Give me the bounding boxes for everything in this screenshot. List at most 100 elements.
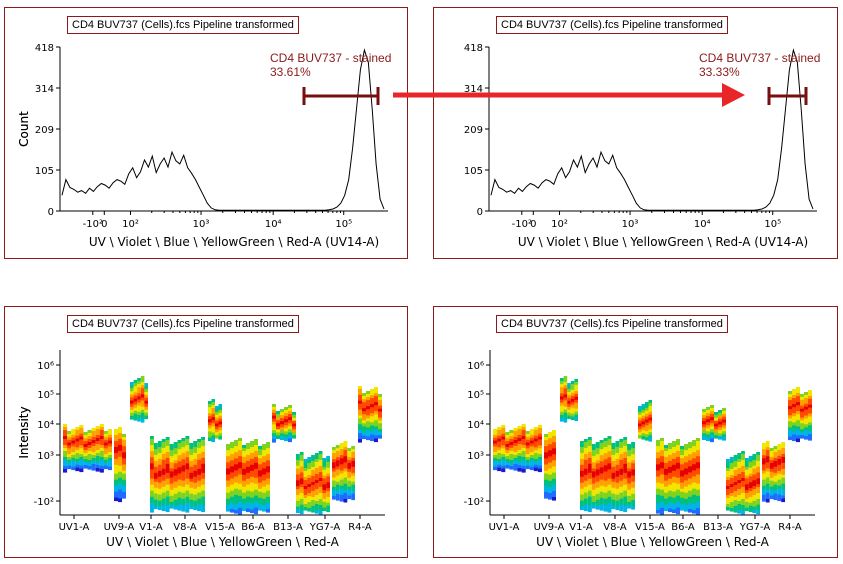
heatmap-cell (208, 404, 212, 408)
heatmap-cell (668, 490, 672, 495)
x-tick-label: 10⁴ (694, 219, 711, 230)
heatmap-cell (804, 433, 808, 437)
heatmap-cell (351, 475, 355, 480)
heatmap-cell (250, 444, 254, 448)
heatmap-cell (741, 460, 745, 464)
heatmap-cell (664, 495, 668, 500)
heatmap-cell (762, 491, 766, 496)
heatmap-cell (808, 434, 812, 438)
heatmap-cell (91, 467, 96, 471)
heatmap-cell (254, 447, 258, 452)
heatmap-cell (335, 469, 340, 474)
heatmap-cell (272, 421, 276, 425)
heatmap-cell (513, 431, 518, 435)
heatmap-cell (692, 440, 696, 444)
heatmap-cell (668, 502, 672, 507)
heatmap-cell (706, 428, 710, 432)
heatmap-cell (611, 463, 616, 468)
y-tick-label: 10³ (467, 451, 484, 462)
heatmap-cell (627, 456, 631, 460)
heatmap-cell (169, 471, 174, 475)
heatmap-cell (631, 475, 635, 480)
heatmap-cell (211, 402, 215, 406)
heatmap-cell (161, 477, 166, 482)
heatmap-cell (552, 493, 556, 498)
heatmap-cell (583, 489, 588, 494)
heatmap-cell (631, 499, 635, 504)
heatmap-cell (197, 459, 201, 464)
heatmap-cell (208, 407, 212, 411)
heatmap-cell (118, 427, 122, 431)
heatmap-cell (103, 451, 108, 455)
heatmap-cell (615, 458, 620, 463)
heatmap-cell (607, 469, 612, 473)
heatmap-cell (684, 486, 688, 491)
y-tick-label: 0 (477, 207, 483, 218)
heatmap-cell (366, 397, 370, 401)
heatmap-cell (177, 467, 182, 471)
heatmap-cell (788, 424, 792, 428)
heatmap-cell (680, 494, 684, 499)
heatmap-cell (173, 469, 178, 473)
heatmap-cell (641, 409, 645, 414)
heatmap-cell (193, 464, 198, 469)
heatmap-cell (580, 458, 584, 463)
x-tick-label: V8-A (173, 522, 197, 533)
heatmap-cell (631, 451, 635, 455)
heatmap-cell (493, 437, 498, 442)
heatmap-cell (114, 476, 118, 481)
heatmap-cell (133, 407, 138, 412)
heatmap-cell (218, 412, 222, 417)
heatmap-cell (303, 489, 308, 493)
heatmap-cell (226, 486, 230, 491)
heatmap-cell (587, 484, 592, 489)
heatmap-cell (161, 442, 166, 446)
heatmap-cell (765, 480, 770, 485)
heatmap-cell (718, 410, 722, 414)
heatmap-cell (311, 485, 315, 489)
heatmap-cell (563, 409, 568, 414)
heatmap-cell (95, 453, 100, 457)
heatmap-cell (118, 486, 122, 491)
heatmap-cell (189, 496, 194, 501)
heatmap-cell (714, 423, 718, 428)
heatmap-cell (374, 414, 378, 418)
heatmap-cell (587, 490, 592, 495)
heatmap-cell (509, 436, 514, 440)
heatmap-cell (137, 417, 141, 422)
heatmap-cell (144, 383, 148, 387)
heatmap-cell (756, 490, 760, 494)
heatmap-cell (525, 448, 530, 452)
heatmap-cell (664, 504, 668, 509)
heatmap-cell (656, 494, 660, 499)
heatmap-cell (318, 487, 323, 491)
heatmap-cell (702, 421, 706, 425)
heatmap-cell (254, 480, 258, 485)
heatmap-cell (737, 462, 742, 466)
heatmap-cell (75, 432, 80, 437)
heatmap-cell (672, 479, 676, 484)
heatmap-cell (144, 415, 148, 420)
heatmap-cell (631, 506, 635, 510)
heatmap-cell (729, 463, 734, 467)
heatmap-cell (226, 489, 230, 494)
heatmap-cell (189, 502, 194, 507)
heatmap-cell (692, 464, 696, 468)
heatmap-cell (122, 473, 126, 478)
y-tick-label: 105 (35, 166, 54, 177)
heatmap-cell (619, 507, 624, 512)
heatmap-cell (114, 482, 118, 487)
heatmap-cell (335, 457, 340, 461)
heatmap-cell (201, 484, 205, 489)
heatmap-cell (645, 425, 649, 429)
heatmap-cell (781, 492, 785, 497)
heatmap-cell (114, 443, 118, 448)
heatmap-cell (627, 459, 631, 463)
panel-title: CD4 BUV737 (Cells).fcs Pipeline transfor… (496, 315, 728, 333)
heatmap-cell (544, 455, 548, 459)
heatmap-cell (242, 459, 246, 464)
heatmap-cell (87, 439, 92, 443)
heatmap-cell (648, 402, 652, 407)
heatmap-cell (114, 435, 118, 439)
heatmap-cell (688, 478, 692, 483)
